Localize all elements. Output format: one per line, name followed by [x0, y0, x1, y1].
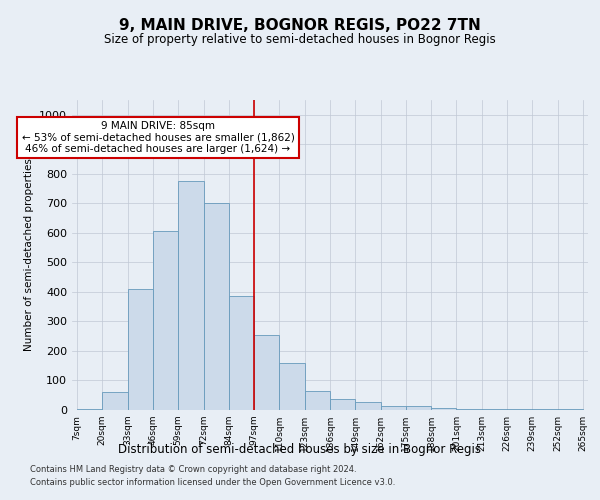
Bar: [330, 399, 355, 410]
Bar: [431, 408, 457, 410]
Text: 9, MAIN DRIVE, BOGNOR REGIS, PO22 7TN: 9, MAIN DRIVE, BOGNOR REGIS, PO22 7TN: [119, 18, 481, 32]
Bar: [254, 334, 280, 410]
Text: Contains public sector information licensed under the Open Government Licence v3: Contains public sector information licen…: [30, 478, 395, 487]
Bar: [103, 392, 128, 410]
Bar: [457, 408, 482, 410]
Bar: [128, 289, 153, 410]
Bar: [482, 408, 507, 410]
Bar: [507, 408, 532, 410]
Bar: [280, 363, 305, 410]
Y-axis label: Number of semi-detached properties: Number of semi-detached properties: [23, 158, 34, 352]
Bar: [355, 402, 380, 410]
Bar: [77, 408, 103, 410]
Bar: [305, 392, 330, 410]
Text: 9 MAIN DRIVE: 85sqm
← 53% of semi-detached houses are smaller (1,862)
46% of sem: 9 MAIN DRIVE: 85sqm ← 53% of semi-detach…: [22, 120, 295, 154]
Text: Contains HM Land Registry data © Crown copyright and database right 2024.: Contains HM Land Registry data © Crown c…: [30, 466, 356, 474]
Bar: [153, 232, 178, 410]
Bar: [406, 406, 431, 410]
Bar: [203, 204, 229, 410]
Text: Distribution of semi-detached houses by size in Bognor Regis: Distribution of semi-detached houses by …: [119, 442, 482, 456]
Bar: [557, 409, 583, 410]
Text: Size of property relative to semi-detached houses in Bognor Regis: Size of property relative to semi-detach…: [104, 32, 496, 46]
Bar: [229, 296, 254, 410]
Bar: [178, 181, 203, 410]
Bar: [532, 409, 557, 410]
Bar: [380, 406, 406, 410]
